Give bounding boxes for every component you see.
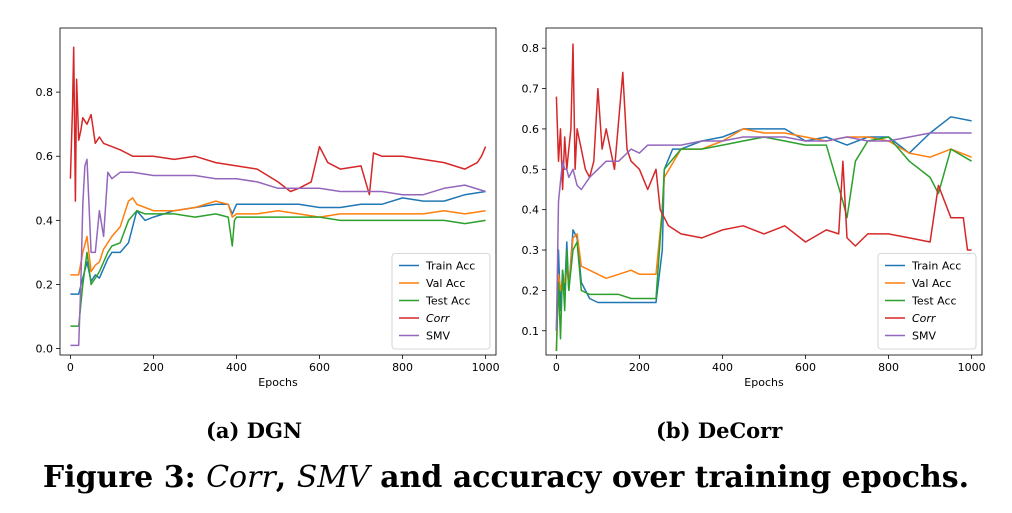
y-tick-label: 0.5 [522,163,540,176]
series-line-smv [555,132,972,331]
series-line-val-acc [70,197,486,276]
x-tick-label: 600 [309,361,330,374]
caption-corr: Corr [206,460,276,495]
caption-smv: SMV [296,460,370,495]
y-tick-label: 0.6 [36,150,54,163]
legend: Train Acc Val Acc Test Acc Corr SMV [877,253,977,350]
legend-box [877,253,977,350]
chart-decorr: 0 200 400 600 800 1000 0.1 0.2 0.3 0.4 0.5 0.6 0.7 0.… [506,0,1012,400]
legend-label-train-acc: Train Acc [425,260,475,273]
y-tick-label: 0.8 [522,42,540,55]
x-tick-label: 600 [795,361,816,374]
legend-box [391,253,491,350]
y-tick-label: 0.1 [522,325,540,338]
x-tick-label: 800 [878,361,899,374]
legend-label-smv: SMV [426,330,450,343]
legend-label-val-acc: Val Acc [912,277,951,290]
plot-frame [59,27,497,356]
x-tick-label: 400 [226,361,247,374]
legend-label-test-acc: Test Acc [911,295,957,308]
x-axis-label: Epochs [744,376,784,389]
y-tick-label: 0.4 [36,214,54,227]
y-tick-label: 0.2 [36,278,54,291]
chart-dgn: 0 200 400 600 800 1000 0.0 0.2 0.4 0.6 0.8 Epochs Tr… [0,0,506,400]
legend-label-test-acc: Test Acc [425,295,471,308]
series-line-smv [70,158,486,347]
series-group [555,43,972,352]
x-tick-label: 1000 [958,361,986,374]
y-tick-label: 0.7 [522,83,540,96]
y-tick-label: 0.8 [36,86,54,99]
legend-label-val-acc: Val Acc [426,277,465,290]
y-tick-label: 0.4 [522,204,540,217]
series-line-test-acc [555,136,972,352]
chart-svg: 0 200 400 600 800 1000 0.1 0.2 0.3 0.4 0.5 0.6 0.7 0.… [522,27,986,389]
chart-svg: 0 200 400 600 800 1000 0.0 0.2 0.4 0.6 0.8 Epochs Tr… [36,27,500,389]
series-line-test-acc [70,209,486,327]
series-group [69,46,487,347]
figure-caption: Figure 3: Corr, SMV and accuracy over tr… [0,460,1012,495]
caption-rest: and accuracy over training epochs. [369,460,970,495]
legend-label-train-acc: Train Acc [911,260,961,273]
y-tick-label: 0.0 [36,343,54,356]
legend-label-smv: SMV [912,330,936,343]
x-tick-label: 800 [392,361,413,374]
series-line-corr [69,46,487,202]
caption-prefix: Figure 3: [42,460,207,495]
plot-frame [545,27,983,356]
legend: Train Acc Val Acc Test Acc Corr SMV [391,253,491,350]
legend-label-corr: Corr [426,312,451,325]
series-line-corr [555,43,972,251]
caption-comma: , [275,460,297,495]
legend-label-corr: Corr [912,312,937,325]
x-tick-label: 200 [629,361,650,374]
x-tick-label: 0 [553,361,560,374]
x-tick-label: 400 [712,361,733,374]
x-tick-label: 200 [143,361,164,374]
y-tick-label: 0.2 [522,284,540,297]
x-tick-label: 0 [67,361,74,374]
y-tick-label: 0.3 [522,244,540,257]
x-axis-label: Epochs [258,376,298,389]
subcaption-a: (a) DGN [206,418,303,443]
y-tick-label: 0.6 [522,123,540,136]
x-tick-label: 1000 [472,361,500,374]
subcaption-b: (b) DeCorr [656,418,783,443]
